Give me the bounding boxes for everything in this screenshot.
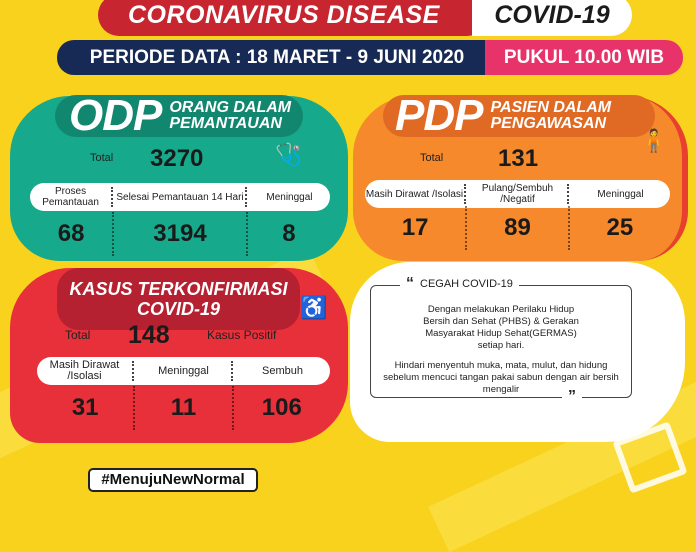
pdp-col-label: Meninggal: [597, 188, 644, 200]
pdp-name-line1: PASIEN DALAM: [490, 99, 612, 116]
confirmed-total: 148: [128, 321, 170, 349]
pdp-abbr: PDP: [395, 91, 483, 140]
confirmed-col-value: 106: [261, 394, 302, 421]
odp-col-value: 8: [282, 220, 296, 247]
pdp-col-value: 89: [504, 214, 531, 241]
pdp-header: PDP PASIEN DALAM PENGAWASAN: [383, 91, 655, 140]
time-label: PUKUL 10.00 WIB: [485, 40, 683, 75]
doctor-patient-icon: 🩺: [275, 142, 303, 167]
odp-abbr: ODP: [69, 91, 162, 140]
prevention-panel: [350, 262, 685, 442]
odp-name-line2: PEMANTAUAN: [169, 115, 282, 132]
prevention-title-text: CEGAH COVID-19: [420, 278, 513, 290]
open-quote-icon: “: [406, 275, 414, 292]
pdp-col-label: Masih Dirawat /Isolasi: [365, 188, 464, 200]
pdp-values: 17 89 25: [365, 206, 670, 250]
close-quote-icon: ”: [562, 389, 582, 405]
pdp-labels: Masih Dirawat /Isolasi Pulang/Sembuh /Ne…: [365, 180, 670, 208]
pdp-total: 131: [498, 145, 539, 172]
confirmed-col-label: Masih Dirawat /Isolasi: [49, 359, 120, 382]
confirmed-values: 31 11 106: [37, 386, 330, 430]
pdp-col-label: Pulang/Sembuh /Negatif: [481, 183, 554, 205]
prevention-quote-box: Dengan melakukan Perilaku Hidup Bersih d…: [370, 285, 632, 398]
title-banner: CORONAVIRUS DISEASE: [98, 0, 488, 36]
confirmed-col-value: 11: [170, 394, 197, 421]
odp-labels: Proses Pemantauan Selesai Pemantauan 14 …: [30, 183, 330, 211]
prevention-title: “ CEGAH COVID-19: [400, 275, 519, 292]
confirmed-title-line2: COVID-19: [136, 299, 221, 319]
odp-total-label: Total: [90, 152, 114, 164]
confirmed-col-value: 31: [71, 394, 99, 421]
odp-values: 68 3194 8: [30, 212, 330, 256]
odp-col-label: Selesai Pemantauan 14 Hari: [116, 191, 244, 203]
confirmed-total-suffix: Kasus Positif: [207, 328, 277, 342]
pdp-total-label: Total: [420, 152, 444, 164]
title-badge: COVID-19: [472, 0, 632, 36]
odp-col-value: 3194: [153, 220, 207, 247]
prevention-paragraph-1: Dengan melakukan Perilaku Hidup Bersih d…: [423, 304, 579, 351]
pdp-col-value: 17: [401, 214, 429, 241]
period-label: PERIODE DATA : 18 MARET - 9 JUNI 2020: [57, 40, 497, 75]
odp-header: ODP ORANG DALAM PEMANTAUAN: [55, 91, 303, 140]
confirmed-header: KASUS TERKONFIRMASI COVID-19: [57, 268, 300, 330]
odp-col-value: 68: [57, 220, 85, 247]
iv-drip-patient-icon: 🧍: [640, 128, 668, 153]
odp-total: 3270: [150, 145, 204, 172]
confirmed-col-label: Sembuh: [262, 364, 303, 377]
odp-col-label: Meninggal: [266, 191, 313, 203]
confirmed-col-label: Meninggal: [158, 364, 209, 377]
pdp-name-line2: PENGAWASAN: [490, 115, 607, 132]
confirmed-title-line1: KASUS TERKONFIRMASI: [69, 279, 288, 299]
pdp-col-value: 25: [606, 214, 634, 241]
wheelchair-icon: ♿: [300, 295, 328, 320]
confirmed-total-label: Total: [65, 328, 91, 342]
odp-name-line1: ORANG DALAM: [169, 99, 292, 116]
hashtag-badge: #MenujuNewNormal: [88, 468, 258, 492]
odp-col-label: Proses Pemantauan: [42, 186, 99, 208]
prevention-paragraph-2: Hindari menyentuh muka, mata, mulut, dan…: [383, 360, 619, 395]
confirmed-labels: Masih Dirawat /Isolasi Meninggal Sembuh: [37, 357, 330, 385]
